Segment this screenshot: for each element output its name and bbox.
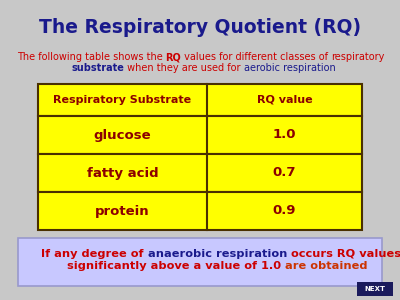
Text: The Respiratory Quotient (RQ): The Respiratory Quotient (RQ) [39,18,361,37]
Text: RQ value: RQ value [257,95,312,105]
Text: aerobic respiration: aerobic respiration [244,63,335,73]
Text: protein: protein [95,205,150,218]
Text: NEXT: NEXT [364,286,386,292]
Text: respiratory: respiratory [331,52,385,62]
Text: substrate: substrate [71,63,124,73]
Bar [38,116,362,154]
Text: 0.7: 0.7 [273,167,296,179]
Text: fatty acid: fatty acid [87,167,158,179]
Text: significantly above a value of 1.0: significantly above a value of 1.0 [67,261,286,271]
Text: If any degree of: If any degree of [41,249,148,259]
Text: Respiratory Substrate: Respiratory Substrate [54,95,192,105]
Text: values for different classes of: values for different classes of [181,52,331,62]
Text: 0.9: 0.9 [273,205,296,218]
Text: RQ: RQ [166,52,181,62]
Bar [38,154,362,192]
Bar [357,282,393,296]
Text: 1.0: 1.0 [273,128,296,142]
Bar [38,192,362,230]
Bar [18,238,382,286]
Bar [38,84,362,116]
Text: are obtained: are obtained [286,261,368,271]
Text: glucose: glucose [94,128,151,142]
Text: The following table shows the: The following table shows the [16,52,166,62]
Text: occurs RQ values: occurs RQ values [287,249,400,259]
Text: when they are used for: when they are used for [124,63,244,73]
Text: anaerobic respiration: anaerobic respiration [148,249,287,259]
